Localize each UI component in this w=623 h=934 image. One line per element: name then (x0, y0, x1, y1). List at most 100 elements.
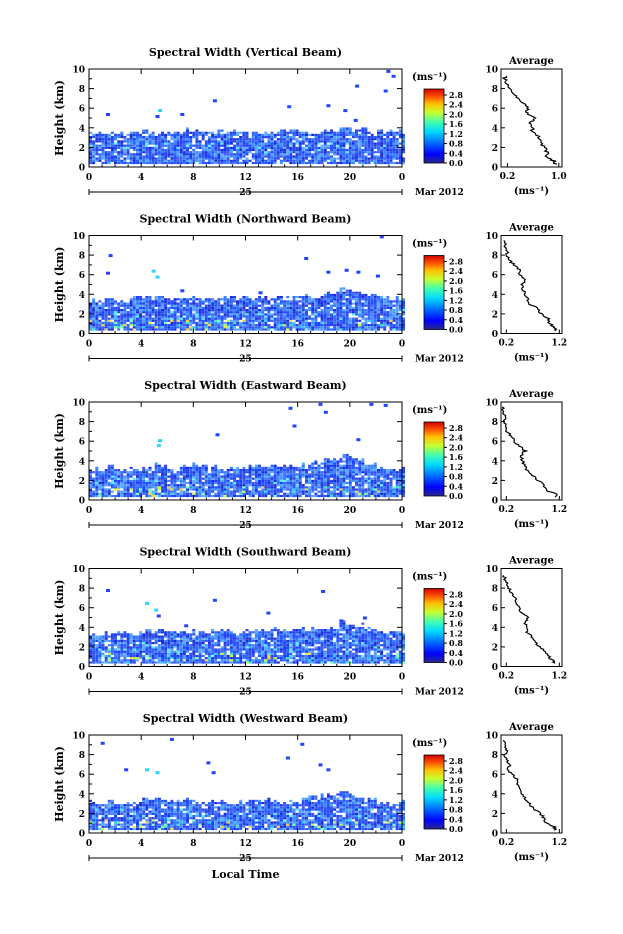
heatmap-cell (364, 318, 367, 320)
heatmap-cell (120, 303, 123, 305)
heatmap-cell (396, 155, 399, 157)
heatmap-cell (158, 638, 161, 640)
heatmap-cell (152, 653, 155, 655)
heatmap-cell (283, 136, 286, 138)
heatmap-cell (127, 480, 130, 482)
heatmap-cell (377, 136, 380, 138)
heatmap-cell (214, 160, 217, 162)
heatmap-cell (311, 307, 314, 309)
heatmap-cell (330, 309, 333, 311)
heatmap-cell (396, 318, 399, 320)
heatmap-cell (145, 642, 148, 644)
heatmap-cell (324, 484, 327, 486)
heatmap-cell (111, 659, 114, 661)
y-tick-label: 4 (79, 124, 85, 134)
heatmap-cell (299, 324, 302, 326)
heatmap-cell (283, 318, 286, 320)
heatmap-cell (289, 328, 292, 330)
heatmap-cell (102, 324, 105, 326)
heatmap-cell (192, 480, 195, 482)
heatmap-cell (324, 147, 327, 149)
heatmap-cell (149, 651, 152, 653)
heatmap-cell (346, 292, 349, 294)
heatmap-cell (195, 134, 198, 136)
heatmap-cell (239, 158, 242, 160)
heatmap-cell (277, 493, 280, 495)
heatmap-cell (139, 476, 142, 478)
heatmap-cell (224, 495, 227, 497)
heatmap-cell (324, 303, 327, 305)
heatmap-cell (114, 473, 117, 475)
heatmap-cell (386, 469, 389, 471)
heatmap-cell (186, 153, 189, 155)
heatmap-cell (396, 478, 399, 480)
heatmap-cell (186, 467, 189, 469)
heatmap-cell (186, 130, 189, 132)
heatmap-cell (127, 318, 130, 320)
heatmap-cell (368, 160, 371, 162)
heatmap-cell (321, 303, 324, 305)
heatmap-cell (396, 158, 399, 160)
heatmap-cell (149, 486, 152, 488)
heatmap-cell (230, 160, 233, 162)
heatmap-cell (249, 478, 252, 480)
heatmap-cell (170, 162, 173, 164)
heatmap-cell (236, 151, 239, 153)
heatmap-cell (352, 465, 355, 467)
heatmap-cell (130, 638, 133, 640)
heatmap-cell (161, 651, 164, 653)
heatmap-cell (186, 320, 189, 322)
heatmap-cell (195, 158, 198, 160)
heatmap-cell (145, 145, 148, 147)
heatmap-cell (293, 303, 296, 305)
heatmap-cell (108, 158, 111, 160)
heatmap-cell (271, 493, 274, 495)
heatmap-cell (202, 145, 205, 147)
heatmap-cell (155, 313, 158, 315)
heatmap-cell (327, 145, 330, 147)
heatmap-cell (343, 473, 346, 475)
heatmap-cell (399, 153, 402, 155)
heatmap-cell (239, 132, 242, 134)
heatmap-cell (339, 162, 342, 164)
heatmap-cell (233, 298, 236, 300)
heatmap-cell (377, 158, 380, 160)
heatmap-cell (123, 482, 126, 484)
heatmap-cell (374, 476, 377, 478)
heatmap-cell (242, 303, 245, 305)
heatmap-cell (283, 158, 286, 160)
heatmap-cell (396, 305, 399, 307)
heatmap-cell (177, 147, 180, 149)
heatmap-speckle (158, 109, 162, 112)
heatmap-cell (120, 311, 123, 313)
heatmap-cell (377, 318, 380, 320)
heatmap-speckle (355, 85, 359, 88)
heatmap-cell (380, 488, 383, 490)
panel-title: Spectral Width (Southward Beam) (139, 546, 351, 559)
heatmap-cell (192, 478, 195, 480)
heatmap-cell (127, 307, 130, 309)
heatmap-cell (230, 322, 233, 324)
heatmap-cell (158, 307, 161, 309)
heatmap-cell (311, 484, 314, 486)
heatmap-cell (211, 488, 214, 490)
heatmap-cell (155, 149, 158, 151)
heatmap-cell (280, 491, 283, 493)
heatmap-cell (202, 160, 205, 162)
heatmap-cell (399, 493, 402, 495)
heatmap-cell (293, 149, 296, 151)
heatmap-cell (130, 147, 133, 149)
heatmap-cell (346, 328, 349, 330)
heatmap-cell (117, 151, 120, 153)
heatmap-cell (202, 473, 205, 475)
heatmap-cell (195, 132, 198, 134)
heatmap-cell (299, 132, 302, 134)
heatmap-cell (195, 143, 198, 145)
heatmap-cell (114, 640, 117, 642)
heatmap-cell (189, 147, 192, 149)
heatmap-cell (98, 636, 101, 638)
heatmap-cell (246, 296, 249, 298)
heatmap-cell (205, 309, 208, 311)
heatmap-cell (224, 162, 227, 164)
heatmap-cell (167, 328, 170, 330)
